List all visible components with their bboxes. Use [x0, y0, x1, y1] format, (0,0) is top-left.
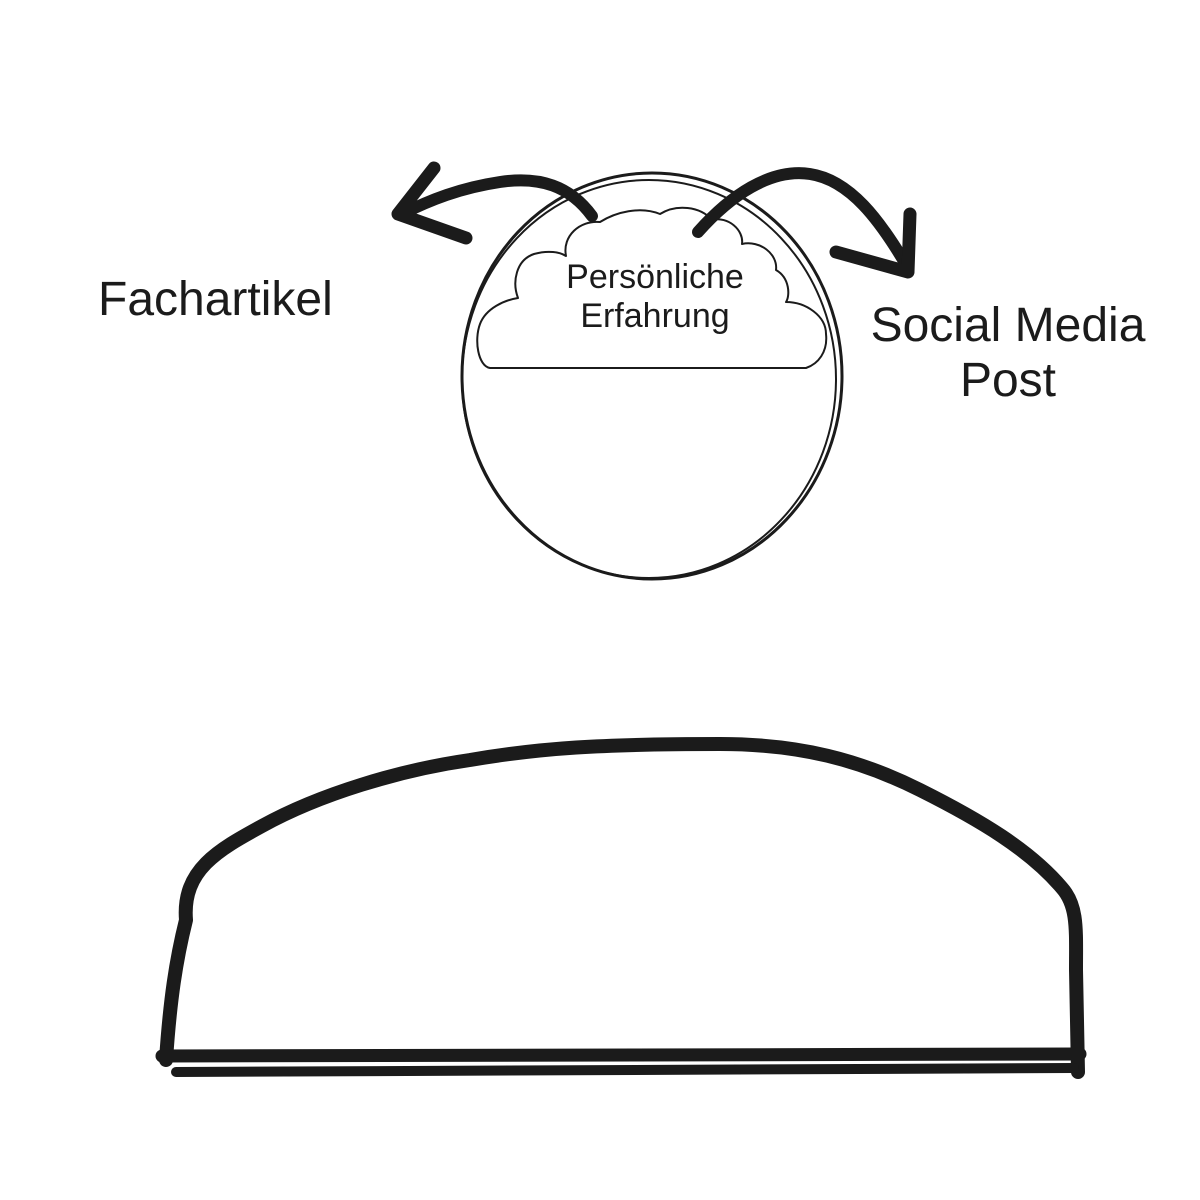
label-social-media-post: Social Media Post — [848, 298, 1168, 408]
head-circle — [460, 171, 844, 581]
label-fachartikel: Fachartikel — [98, 273, 333, 326]
curved-arrow-left-icon — [391, 161, 598, 245]
label-cloud-line2: Erfahrung — [580, 297, 730, 336]
curved-arrow-right-icon — [692, 167, 917, 279]
label-social-media-line1: Social Media — [870, 299, 1146, 352]
cloud-icon — [476, 206, 828, 369]
label-cloud-line1: Persönliche — [566, 258, 744, 296]
shoulders-outline — [155, 737, 1087, 1079]
label-persoenliche-erfahrung: Persönliche Erfahrung — [530, 258, 780, 336]
label-social-media-line2: Post — [959, 354, 1057, 408]
